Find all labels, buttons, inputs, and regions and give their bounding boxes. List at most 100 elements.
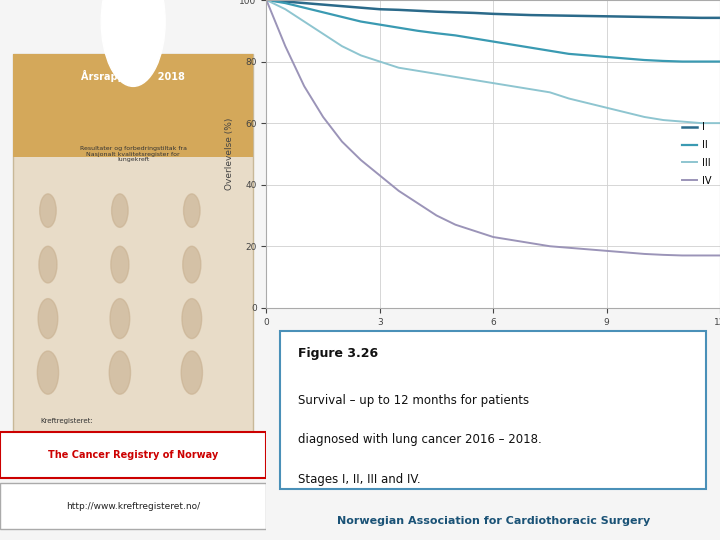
II — [470, 35, 479, 42]
Circle shape — [38, 299, 58, 339]
IV — [678, 252, 686, 259]
III — [413, 68, 422, 74]
IV — [564, 245, 573, 251]
II — [659, 58, 667, 64]
III — [470, 77, 479, 83]
IV — [300, 83, 308, 90]
Line: II: II — [266, 0, 720, 62]
I — [395, 6, 403, 13]
II — [489, 38, 498, 45]
IV — [338, 138, 346, 145]
FancyBboxPatch shape — [0, 432, 266, 478]
III — [356, 52, 365, 59]
IV — [319, 114, 328, 120]
IV — [716, 252, 720, 259]
III — [376, 58, 384, 65]
I — [451, 9, 459, 16]
I — [413, 8, 422, 14]
III — [564, 95, 573, 102]
Line: I: I — [266, 0, 720, 18]
I — [659, 14, 667, 21]
II — [413, 28, 422, 34]
I — [697, 15, 706, 21]
Circle shape — [110, 299, 130, 339]
IV — [489, 234, 498, 240]
III — [319, 31, 328, 37]
Circle shape — [39, 246, 57, 283]
Text: diagnosed with lung cancer 2016 – 2018.: diagnosed with lung cancer 2016 – 2018. — [298, 433, 542, 446]
I — [640, 14, 649, 20]
IV — [262, 0, 271, 3]
I — [338, 3, 346, 9]
Text: The Cancer Registry of Norway: The Cancer Registry of Norway — [48, 450, 218, 460]
III — [659, 117, 667, 123]
I — [546, 12, 554, 18]
II — [640, 57, 649, 63]
III — [546, 89, 554, 96]
Circle shape — [183, 246, 201, 283]
II — [432, 30, 441, 37]
III — [508, 83, 516, 90]
Text: Norwegian Association for Cardiothoracic Surgery: Norwegian Association for Cardiothoracic… — [336, 516, 650, 526]
FancyBboxPatch shape — [14, 54, 253, 157]
I — [432, 9, 441, 15]
II — [508, 42, 516, 48]
II — [697, 58, 706, 65]
II — [451, 32, 459, 39]
II — [602, 53, 611, 60]
I — [300, 0, 308, 6]
III — [678, 118, 686, 125]
I — [508, 11, 516, 18]
II — [546, 48, 554, 54]
II — [621, 55, 630, 62]
III — [621, 109, 630, 116]
II — [300, 4, 308, 11]
IV — [376, 172, 384, 179]
III — [583, 100, 592, 106]
Text: Stages I, II, III and IV.: Stages I, II, III and IV. — [298, 472, 420, 485]
Text: Survival – up to 12 months for patients: Survival – up to 12 months for patients — [298, 394, 529, 407]
II — [583, 52, 592, 59]
I — [470, 10, 479, 16]
Text: Årsrapport     2018: Årsrapport 2018 — [81, 70, 185, 82]
I — [602, 13, 611, 19]
II — [262, 0, 271, 3]
III — [489, 80, 498, 86]
I — [583, 13, 592, 19]
III — [300, 18, 308, 25]
Circle shape — [102, 0, 165, 86]
III — [716, 120, 720, 126]
I — [281, 0, 289, 5]
II — [527, 44, 536, 51]
II — [319, 9, 328, 16]
IV — [451, 221, 459, 228]
III — [432, 71, 441, 77]
Text: Figure 3.26: Figure 3.26 — [298, 347, 378, 360]
Circle shape — [181, 351, 202, 394]
III — [697, 120, 706, 126]
X-axis label: Tid siden diagnose (mnc): Tid siden diagnose (mnc) — [436, 332, 550, 341]
IV — [432, 212, 441, 219]
I — [527, 12, 536, 18]
Circle shape — [37, 351, 58, 394]
III — [602, 105, 611, 111]
IV — [470, 228, 479, 234]
IV — [697, 252, 706, 259]
II — [395, 24, 403, 31]
II — [716, 58, 720, 65]
I — [262, 0, 271, 3]
I — [621, 14, 630, 20]
IV — [508, 237, 516, 244]
FancyBboxPatch shape — [280, 331, 706, 489]
Circle shape — [111, 246, 129, 283]
IV — [281, 43, 289, 50]
Circle shape — [112, 194, 128, 227]
Circle shape — [109, 351, 130, 394]
IV — [621, 249, 630, 255]
Circle shape — [182, 299, 202, 339]
IV — [546, 243, 554, 249]
III — [338, 43, 346, 50]
FancyBboxPatch shape — [0, 483, 266, 529]
II — [338, 14, 346, 20]
I — [489, 11, 498, 17]
